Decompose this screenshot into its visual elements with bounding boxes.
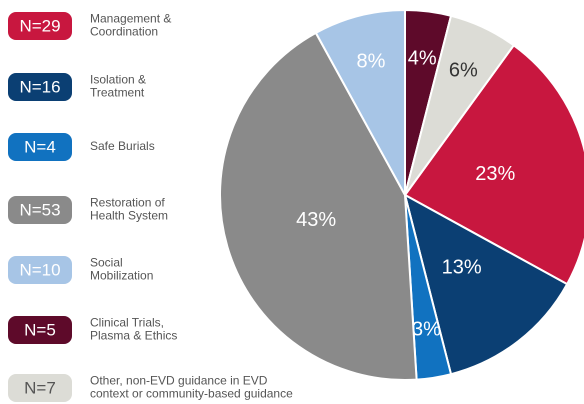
legend-label: Treatment	[90, 86, 145, 100]
legend-label: Other, non-EVD guidance in EVD	[90, 374, 268, 388]
legend-label: Clinical Trials,	[90, 316, 164, 330]
pie-slice	[314, 8, 406, 196]
legend-badge	[8, 196, 72, 224]
slice-label: 3%	[412, 318, 441, 340]
legend-label: Safe Burials	[90, 139, 155, 153]
legend-count: N=53	[19, 200, 60, 219]
legend-label: Health System	[90, 209, 168, 223]
slice-label: 23%	[475, 163, 515, 185]
legend-count: N=5	[24, 320, 56, 339]
legend-label: Management &	[90, 12, 171, 26]
pie-slice	[404, 14, 516, 196]
legend-count: N=29	[19, 16, 60, 35]
pie-slice	[403, 43, 584, 286]
legend-label: Coordination	[90, 25, 158, 39]
legend-label: Social	[90, 256, 123, 270]
legend-badge	[8, 12, 72, 40]
slice-label: 6%	[449, 59, 478, 81]
legend-label: context or community-based guidance	[90, 387, 293, 401]
legend-label: Restoration of	[90, 196, 165, 210]
slice-label: 13%	[442, 256, 482, 278]
pie-slice	[403, 193, 569, 376]
legend-label: Mobilization	[90, 269, 153, 283]
legend-label: Isolation &	[90, 73, 146, 87]
legend-count: N=7	[24, 378, 56, 397]
legend-count: N=16	[19, 77, 60, 96]
legend-badge	[8, 256, 72, 284]
legend-label: Plasma & Ethics	[90, 329, 177, 343]
legend-count: N=4	[24, 137, 56, 156]
pie-slice	[219, 31, 418, 381]
slice-label: 8%	[357, 51, 386, 73]
legend-badge	[8, 374, 72, 402]
slice-label: 4%	[408, 47, 437, 69]
slice-label: 43%	[296, 209, 336, 231]
legend-badge	[8, 73, 72, 101]
legend-badge	[8, 316, 72, 344]
legend-badge	[8, 133, 72, 161]
legend-count: N=10	[19, 260, 60, 279]
